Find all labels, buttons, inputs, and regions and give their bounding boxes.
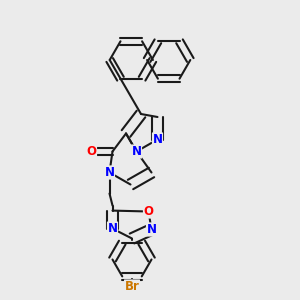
Text: Br: Br [124,280,140,293]
Text: O: O [143,205,154,218]
Text: N: N [146,223,157,236]
Text: N: N [131,145,142,158]
Text: N: N [107,222,118,235]
Text: O: O [86,145,97,158]
Text: N: N [104,166,115,179]
Text: N: N [152,133,163,146]
